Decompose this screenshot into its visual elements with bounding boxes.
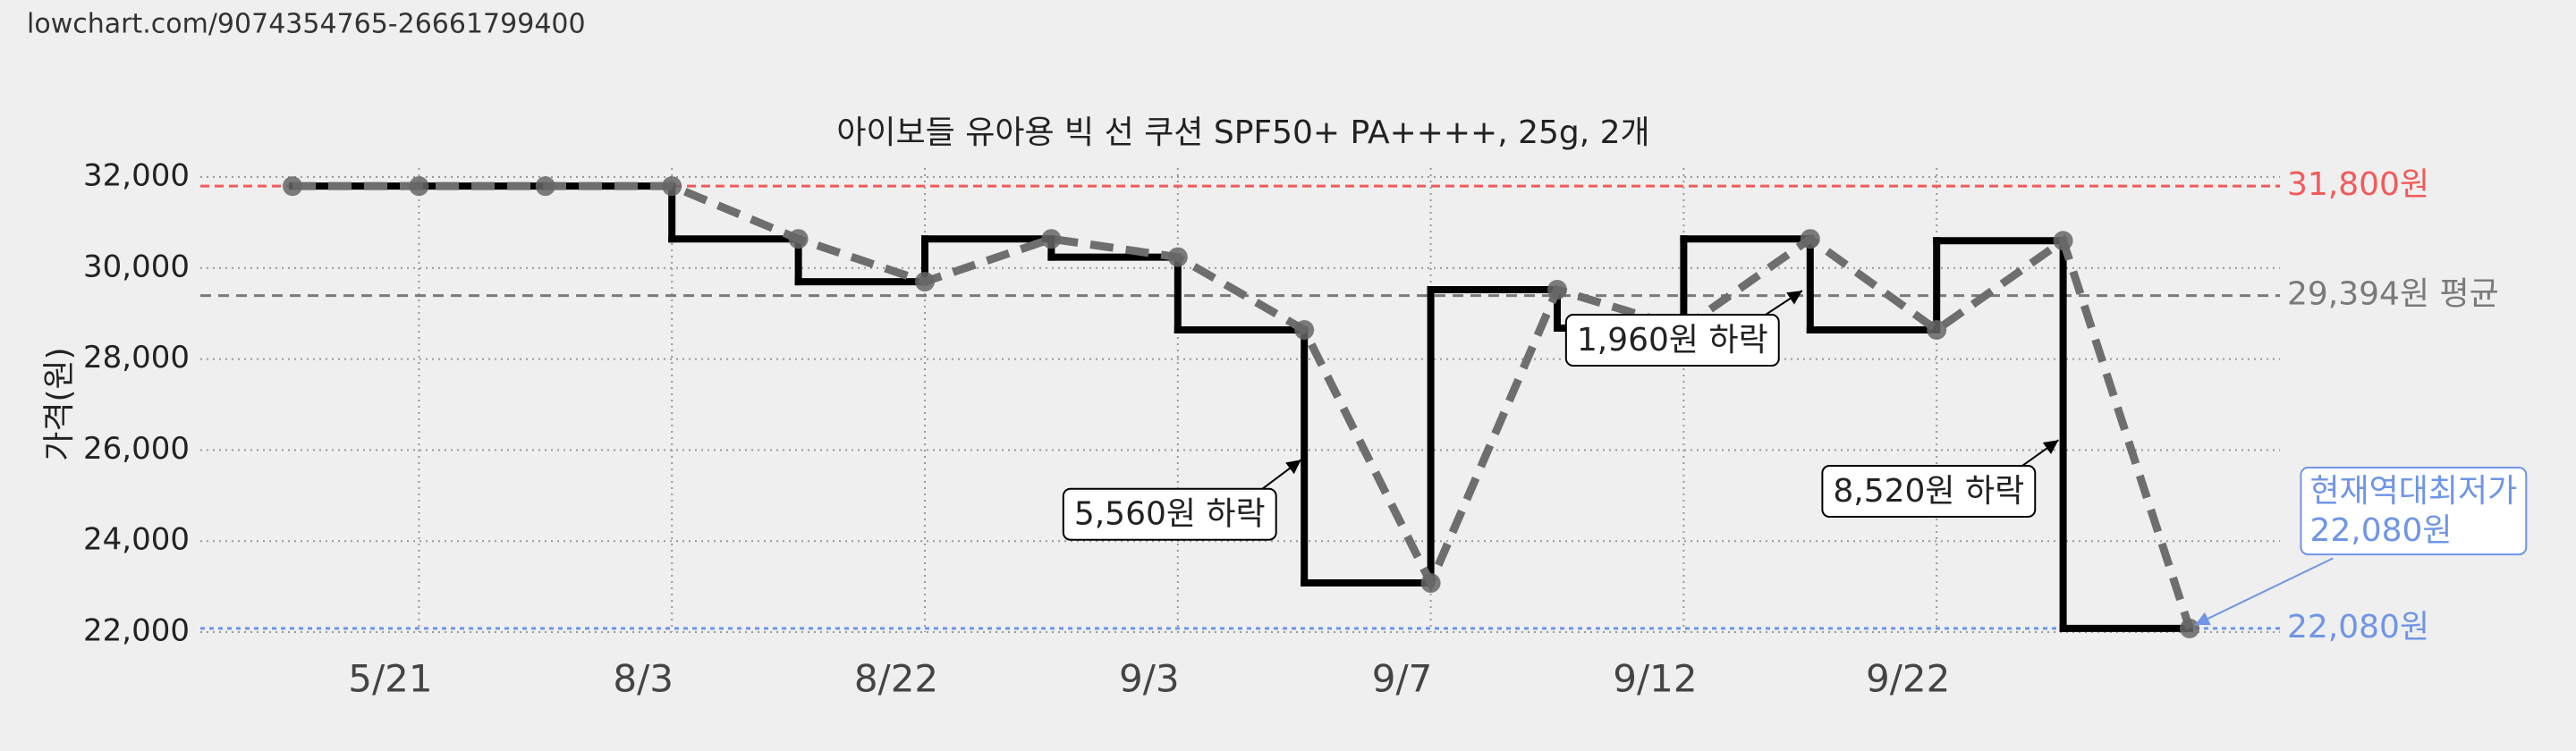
price-point [1420,573,1441,594]
price-point [662,176,682,197]
y-tick-label: 32,000 [83,158,190,194]
x-tick-label: 5/21 [348,657,432,701]
y-tick-label: 26,000 [83,431,190,467]
x-tick-label: 8/3 [613,657,674,701]
reference-label: 29,394원 평균 [2287,276,2499,313]
reference-label: 22,080원 [2287,609,2429,646]
price-point [1547,280,1567,300]
annotation: 8,520원 하락 [1821,439,2060,519]
price-point [2180,618,2199,638]
annotation-box [1564,314,1780,367]
x-tick-label: 9/7 [1372,657,1433,701]
annotation-box [1062,487,1277,541]
current-low-label: 22,080원 [2309,512,2452,549]
price-line [292,181,2194,630]
annotation-text: 8,520원 하락 [1833,473,2024,510]
page-url: lowchart.com/9074354765-26661799400 [27,9,586,40]
price-point [1927,320,1947,341]
price-point [2053,231,2073,251]
price-point [788,229,809,249]
grid [200,168,2280,633]
y-tick-label: 28,000 [83,340,190,376]
current-low-box [2300,467,2528,556]
x-tick-label: 9/22 [1866,657,1950,701]
price-point [1294,320,1315,341]
x-tick-label: 9/3 [1119,657,1180,701]
annotation: 5,560원 하락 [1062,459,1302,541]
price-point [535,176,555,197]
price-point [1167,247,1188,267]
annotation-text: 5,560원 하락 [1074,496,1266,533]
price-point [283,176,302,197]
x-tick-label: 8/22 [854,657,938,701]
price-point [1041,229,1062,249]
y-tick-label: 30,000 [83,249,190,284]
annotation-text: 1,960원 하락 [1577,322,1768,359]
current-low-title: 현재역대최저가 [2309,473,2517,510]
price-point [915,272,935,292]
annotation: 1,960원 하락 [1564,290,1803,367]
x-tick-label: 9/12 [1613,657,1697,701]
y-tick-label: 22,000 [83,613,190,649]
y-axis-label: 가격(원) [41,347,78,460]
price-point [1800,229,1820,249]
annotation-box [1821,465,2037,519]
y-tick-label: 24,000 [83,522,190,558]
reference-label: 31,800원 [2287,166,2429,203]
current-low-arrow [2194,557,2334,626]
chart-title: 아이보들 유아용 빅 선 쿠션 SPF50+ PA++++, 25g, 2개 [836,114,1649,151]
price-point [409,176,429,197]
